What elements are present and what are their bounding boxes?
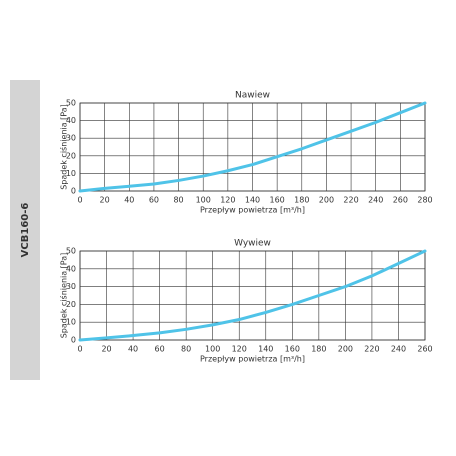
- side-bar: [10, 80, 40, 380]
- x-tick-label: 20: [101, 345, 111, 354]
- y-tick-label: 30: [66, 134, 76, 143]
- x-tick-label: 40: [124, 196, 134, 205]
- x-tick-label: 280: [417, 196, 432, 205]
- chart-title: Nawiew: [235, 91, 270, 101]
- y-tick-label: 20: [66, 300, 76, 309]
- x-tick-label: 0: [77, 196, 82, 205]
- x-tick-label: 100: [196, 196, 211, 205]
- y-tick-label: 20: [66, 151, 76, 160]
- x-tick-label: 180: [311, 345, 326, 354]
- x-tick-label: 200: [319, 196, 334, 205]
- y-tick-label: 10: [66, 169, 76, 178]
- data-line: [78, 101, 427, 193]
- data-line: [78, 249, 427, 342]
- x-tick-label: 20: [100, 196, 110, 205]
- y-tick-label: 50: [66, 99, 76, 108]
- x-tick-label: 120: [220, 196, 235, 205]
- x-tick-label: 100: [205, 345, 220, 354]
- x-tick-label: 120: [232, 345, 247, 354]
- x-axis-label: Przepływ powietrza [m³/h]: [200, 206, 305, 215]
- plot-area: [79, 250, 426, 341]
- x-tick-label: 40: [128, 345, 138, 354]
- x-tick-label: 60: [149, 196, 159, 205]
- x-tick-label: 220: [343, 196, 358, 205]
- side-label: VCB160-6: [20, 203, 31, 258]
- y-tick-label: 10: [66, 318, 76, 327]
- x-tick-label: 80: [173, 196, 183, 205]
- x-tick-label: 60: [155, 345, 165, 354]
- x-tick-label: 260: [393, 196, 408, 205]
- y-tick-label: 50: [66, 247, 76, 256]
- y-tick-label: 0: [71, 336, 76, 345]
- x-axis-label: Przepływ powietrza [m³/h]: [200, 355, 305, 364]
- x-tick-label: 180: [294, 196, 309, 205]
- x-tick-label: 80: [181, 345, 191, 354]
- x-tick-label: 140: [258, 345, 273, 354]
- x-tick-label: 140: [245, 196, 260, 205]
- x-tick-label: 0: [77, 345, 82, 354]
- x-tick-label: 200: [338, 345, 353, 354]
- x-tick-label: 160: [285, 345, 300, 354]
- y-tick-label: 40: [66, 264, 76, 273]
- x-tick-label: 160: [270, 196, 285, 205]
- x-tick-label: 240: [368, 196, 383, 205]
- chart-title: Wywiew: [234, 239, 271, 249]
- y-axis-label: Spadek ciśnienia [Pa]: [59, 104, 69, 190]
- x-tick-label: 220: [364, 345, 379, 354]
- y-tick-label: 30: [66, 282, 76, 291]
- y-tick-label: 40: [66, 116, 76, 125]
- x-tick-label: 240: [391, 345, 406, 354]
- y-axis-label: Spadek ciśnienia [Pa]: [59, 253, 69, 339]
- x-tick-label: 260: [417, 345, 432, 354]
- y-tick-label: 0: [71, 187, 76, 196]
